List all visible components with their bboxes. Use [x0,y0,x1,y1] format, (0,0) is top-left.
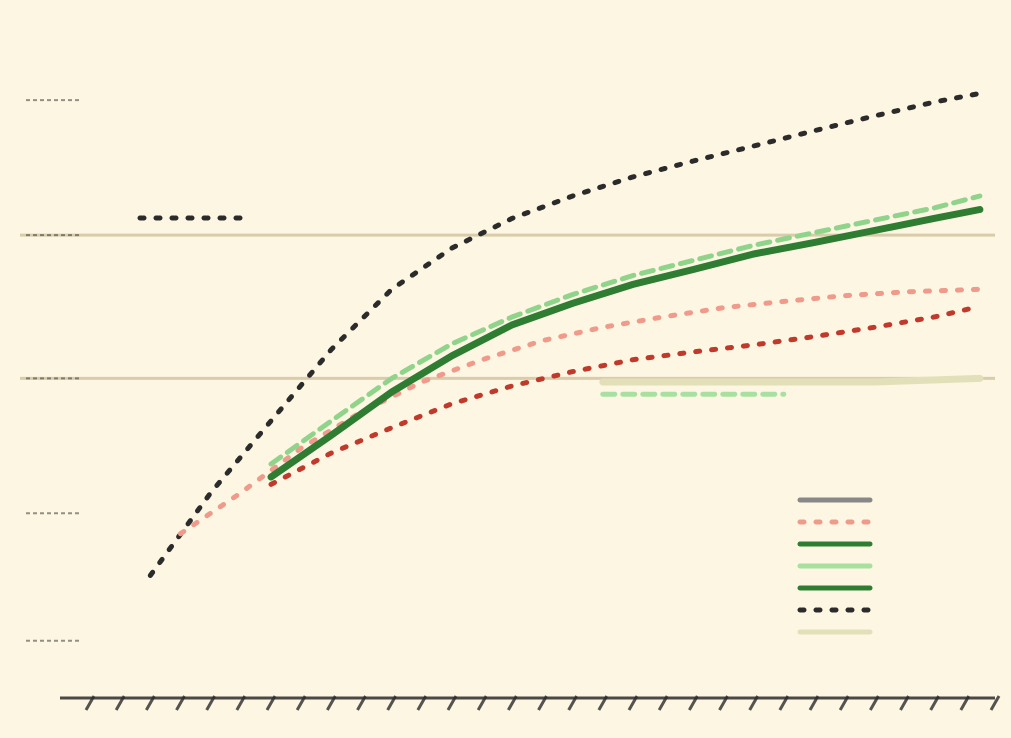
x-tick-mark-7 [295,695,307,711]
x-tick-mark-29 [959,695,971,711]
gridlines [20,233,995,380]
x-tick-mark-3 [175,695,186,711]
series-lines [147,90,984,578]
x-tick-mark-30 [989,695,1001,711]
x-tick-mark-0 [84,695,96,711]
x-tick-mark-5 [235,695,247,711]
x-tick-mark-13 [476,695,488,711]
axes [26,99,1001,711]
x-tick-mark-26 [869,695,880,711]
series-line-2 [267,206,984,481]
x-tick-mark-19 [657,695,669,711]
x-tick-mark-22 [748,695,759,711]
series-line-5 [268,303,983,487]
x-tick-mark-16 [567,695,578,711]
x-tick-mark-25 [838,695,850,711]
series-line-6 [599,374,984,386]
x-tick-mark-12 [446,695,458,711]
x-tick-mark-15 [537,695,548,711]
x-tick-mark-2 [145,695,156,711]
x-tick-mark-14 [507,695,518,711]
x-tick-mark-21 [718,695,729,711]
series-line-0 [147,90,983,578]
legend [137,215,873,635]
x-tick-mark-17 [597,695,609,711]
series-line-1 [178,286,983,537]
x-tick-mark-6 [265,695,277,711]
x-tick-mark-27 [899,695,910,711]
x-tick-mark-20 [688,695,699,711]
series-line-3 [268,193,983,467]
x-tick-mark-8 [326,695,337,711]
x-tick-mark-24 [808,695,820,711]
x-tick-mark-10 [386,695,397,711]
x-tick-mark-18 [627,695,639,711]
x-tick-mark-9 [356,695,367,711]
x-tick-mark-28 [929,695,940,711]
x-tick-mark-4 [205,695,216,711]
x-tick-mark-1 [114,695,126,711]
x-tick-mark-23 [778,695,790,711]
x-tick-mark-11 [416,695,428,711]
